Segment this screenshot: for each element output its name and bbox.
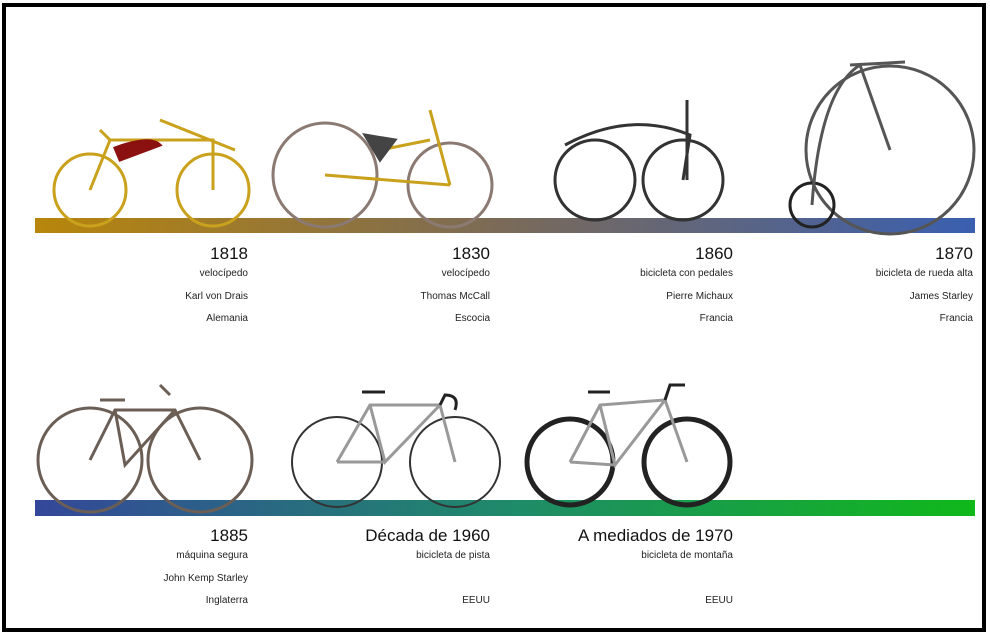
entry-inventor: James Starley [910, 291, 973, 302]
entry-name: velocípedo [200, 268, 249, 279]
frame-border [4, 5, 984, 630]
bike-1970 [527, 385, 730, 505]
entry-name: máquina segura [176, 550, 248, 561]
entry-year: 1870 [935, 244, 973, 263]
bike-1870 [790, 62, 974, 234]
entry-inventor: Karl von Drais [185, 291, 248, 302]
entry-country: Escocia [455, 313, 490, 324]
bike-1885 [38, 385, 252, 512]
entry-inventor: John Kemp Starley [164, 573, 249, 584]
entry-country: EEUU [705, 595, 733, 606]
entry-name: bicicleta de rueda alta [876, 268, 974, 279]
bike-1818 [54, 120, 249, 226]
entry-name: velocípedo [442, 268, 491, 279]
entry-year: 1860 [695, 244, 733, 263]
entry-inventor: Pierre Michaux [666, 291, 733, 302]
bike-1830 [273, 110, 492, 227]
entry-country: Francia [700, 313, 734, 324]
bike-1960 [292, 392, 500, 507]
timeline-band [35, 500, 975, 516]
entry-name: bicicleta de montaña [641, 550, 733, 561]
entry-inventor: Thomas McCall [421, 291, 490, 302]
timeline-diagram: 1818 velocípedo Karl von Drais Alemania 1830… [0, 0, 990, 638]
entry-year: 1818 [210, 244, 248, 263]
entry-country: EEUU [462, 595, 490, 606]
entry-name: bicicleta de pista [416, 550, 490, 561]
entry-year: 1830 [452, 244, 490, 263]
bike-1860 [555, 100, 723, 220]
entry-year: Década de 1960 [365, 526, 490, 545]
entry-name: bicicleta con pedales [640, 268, 733, 279]
entry-year: 1885 [210, 526, 248, 545]
timeline-band [35, 218, 975, 233]
entry-country: Francia [940, 313, 974, 324]
entry-year: A mediados de 1970 [578, 526, 733, 545]
entry-country: Inglaterra [206, 595, 249, 606]
labels: 1818 velocípedo Karl von Drais Alemania 1830… [164, 244, 974, 606]
entry-country: Alemania [206, 313, 248, 324]
